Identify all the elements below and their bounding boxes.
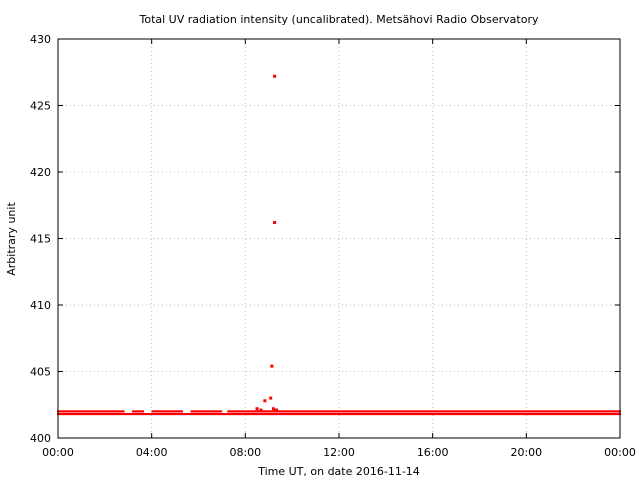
data-point	[270, 364, 274, 368]
baseline-upper-marker	[220, 410, 223, 413]
y-tick-label: 425	[30, 100, 51, 113]
y-tick-label: 410	[30, 299, 51, 312]
x-tick-label: 00:00	[604, 446, 636, 459]
y-tick-label: 415	[30, 233, 51, 246]
axis-ticks: 00:00 04:00 08:00 12:00 16:00 20:00 00:0040040…	[30, 33, 636, 459]
data-point	[259, 408, 263, 412]
y-tick-label: 430	[30, 33, 51, 46]
grid-lines	[58, 39, 620, 438]
x-axis-label: Time UT, on date 2016-11-14	[257, 465, 420, 478]
x-tick-label: 20:00	[510, 446, 542, 459]
data-point	[269, 396, 273, 400]
y-tick-label: 405	[30, 366, 51, 379]
data-point	[271, 407, 275, 411]
x-tick-label: 08:00	[229, 446, 261, 459]
baseline-upper-marker	[122, 410, 125, 413]
data-point	[255, 407, 259, 411]
y-tick-label: 420	[30, 166, 51, 179]
data-point	[263, 399, 267, 403]
baseline-upper-marker	[142, 410, 145, 413]
x-tick-label: 16:00	[417, 446, 449, 459]
data-point	[275, 408, 279, 412]
data-point	[273, 74, 277, 78]
y-axis-label: Arbitrary unit	[5, 202, 18, 276]
x-tick-label: 04:00	[136, 446, 168, 459]
x-tick-label: 12:00	[323, 446, 355, 459]
data-markers	[57, 74, 621, 416]
baseline-upper-marker	[181, 410, 184, 413]
y-tick-label: 400	[30, 432, 51, 445]
data-point	[273, 221, 277, 225]
chart-title: Total UV radiation intensity (uncalibrat…	[139, 13, 539, 26]
x-tick-label: 00:00	[42, 446, 74, 459]
